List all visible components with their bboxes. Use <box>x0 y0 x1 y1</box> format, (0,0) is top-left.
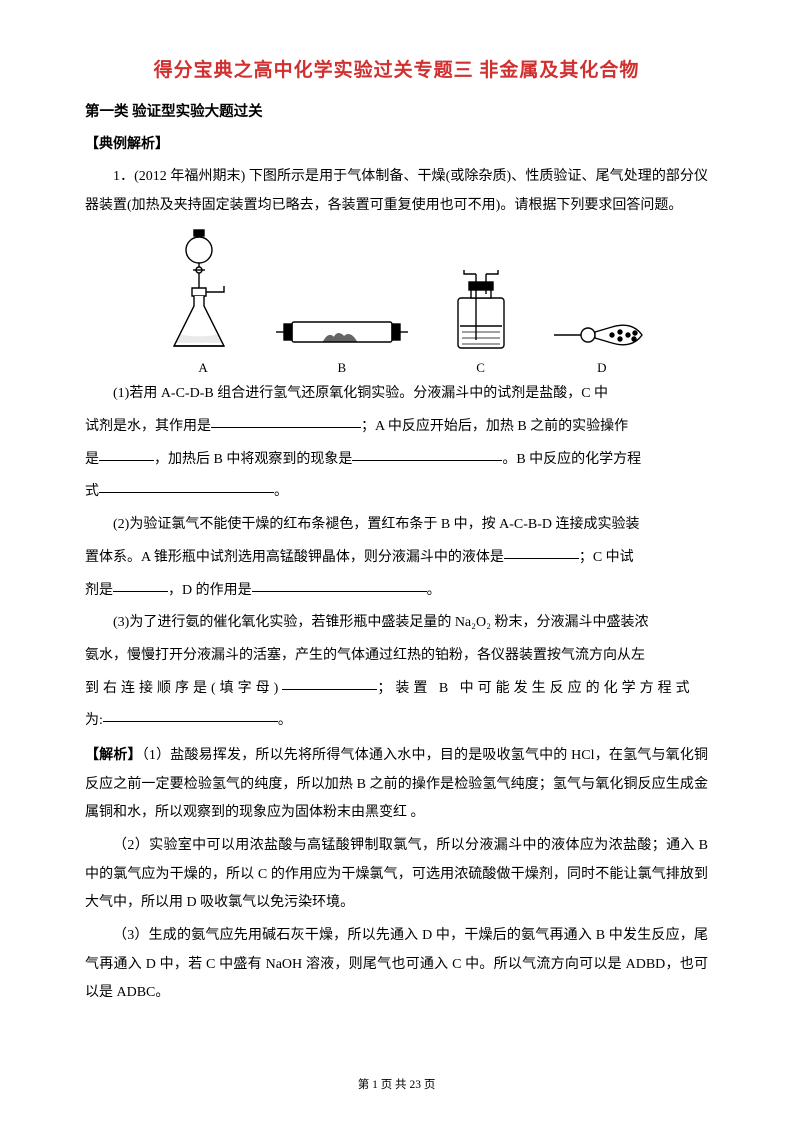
q1-2-a: (2)为验证氯气不能使干燥的红布条褪色，置红布条于 B 中，按 A-C-B-D … <box>113 517 640 532</box>
ans-label: 【解析】 <box>85 748 142 763</box>
figure-A: A <box>158 228 248 376</box>
q1-2-line3: 剂是 ，D 的作用是 。 <box>85 577 708 606</box>
q1-3-a: (3)为了进行氨的催化氧化实验，若锥形瓶中盛装足量的 Na₂O₂ 粉末，分液漏斗… <box>113 615 649 630</box>
blank <box>103 709 278 723</box>
q1-2-line1: (2)为验证氯气不能使干燥的红布条褪色，置红布条于 B 中，按 A-C-B-D … <box>85 511 708 540</box>
q1-3-e: 为: <box>85 713 103 728</box>
blank <box>211 414 361 428</box>
footer-e: 页 <box>421 1079 435 1091</box>
figure-row: A B <box>145 228 665 376</box>
answer-2: （2）实验室中可以用浓盐酸与高锰酸钾制取氯气，所以分液漏斗中的液体应为浓盐酸；通… <box>85 832 708 918</box>
figure-C: C <box>436 268 526 376</box>
section-label: 【典例解析】 <box>85 133 708 153</box>
q1-3-line1: (3)为了进行氨的催化氧化实验，若锥形瓶中盛装足量的 Na₂O₂ 粉末，分液漏斗… <box>85 609 708 638</box>
q1-3-line3: 到右连接顺序是(填字母) ；装置 B 中可能发生反应的化学方程式 <box>85 675 708 704</box>
q1-3-b: 氨水，慢慢打开分液漏斗的活塞，产生的气体通过红热的铂粉，各仪器装置按气流方向从左 <box>85 648 645 663</box>
answer-1: 【解析】（1）盐酸易挥发，所以先将所得气体通入水中，目的是吸收氢气中的 HCl，… <box>85 742 708 828</box>
footer-total: 23 <box>409 1079 421 1091</box>
blank <box>282 676 377 690</box>
label-C: C <box>476 360 485 375</box>
q1-3-line2: 氨水，慢慢打开分液漏斗的活塞，产生的气体通过红热的铂粉，各仪器装置按气流方向从左 <box>85 642 708 671</box>
q1-1-f: 。B 中反应的化学方程 <box>502 452 641 467</box>
apparatus-d-icon <box>552 313 652 358</box>
q1-3-d: ；装置 B 中可能发生反应的化学方程式 <box>377 681 693 696</box>
blank <box>99 447 154 461</box>
apparatus-a-icon <box>158 228 248 358</box>
q1-1-a: (1)若用 A-C-D-B 组合进行氢气还原氧化铜实验。分液漏斗中的试剂是盐酸，… <box>113 386 608 401</box>
q1-2-d: 剂是 <box>85 583 113 598</box>
footer-a: 第 <box>358 1079 372 1091</box>
subtitle: 第一类 验证型实验大题过关 <box>85 100 708 121</box>
q1-1-e: ，加热后 B 中将观察到的现象是 <box>154 452 352 467</box>
q1-1-line4: 式。 <box>85 478 708 507</box>
blank <box>504 545 579 559</box>
q1-1-d: 是 <box>85 452 99 467</box>
blank <box>252 578 427 592</box>
apparatus-c-icon <box>436 268 526 358</box>
blank <box>352 447 502 461</box>
q1-1-c: ；A 中反应开始后，加热 B 之前的实验操作 <box>361 419 628 434</box>
q1-1-g: 式 <box>85 484 99 499</box>
q1-1-h: 。 <box>274 484 288 499</box>
label-B: B <box>338 360 347 375</box>
ans1-text: （1）盐酸易挥发，所以先将所得气体通入水中，目的是吸收氢气中的 HCl，在氢气与… <box>85 748 708 820</box>
q1-3-c: 到右连接顺序是(填字母) <box>85 681 282 696</box>
blank <box>99 480 274 494</box>
answer-3: （3）生成的氨气应先用碱石灰干燥，所以先通入 D 中，干燥后的氨气再通入 B 中… <box>85 922 708 1008</box>
label-A: A <box>198 360 207 375</box>
q1-3-f: 。 <box>278 713 292 728</box>
q1-3-line4: 为: 。 <box>85 707 708 736</box>
figure-D: D <box>552 313 652 376</box>
title-text: 得分宝典之高中化学实验过关专题三 非金属及其化合物 <box>154 60 640 81</box>
q1-2-f: 。 <box>427 583 441 598</box>
q1-2-b: 置体系。A 锥形瓶中试剂选用高锰酸钾晶体，则分液漏斗中的液体是 <box>85 550 504 565</box>
page-title: 得分宝典之高中化学实验过关专题三 非金属及其化合物 <box>85 55 708 82</box>
footer-c: 页 共 <box>378 1079 410 1091</box>
figure-B: B <box>274 308 409 376</box>
blank <box>113 578 168 592</box>
q1-2-e: ，D 的作用是 <box>168 583 252 598</box>
q1-1-line2: 试剂是水，其作用是 ；A 中反应开始后，加热 B 之前的实验操作 <box>85 413 708 442</box>
q1-2-c: ；C 中试 <box>579 550 634 565</box>
q1-1-line3: 是 ，加热后 B 中将观察到的现象是 。B 中反应的化学方程 <box>85 446 708 475</box>
q1-2-line2: 置体系。A 锥形瓶中试剂选用高锰酸钾晶体，则分液漏斗中的液体是 ；C 中试 <box>85 544 708 573</box>
page-footer: 第 1 页 共 23 页 <box>0 1076 793 1092</box>
q1-1-b: 试剂是水，其作用是 <box>85 419 211 434</box>
label-D: D <box>597 360 606 375</box>
q1-1-line1: (1)若用 A-C-D-B 组合进行氢气还原氧化铜实验。分液漏斗中的试剂是盐酸，… <box>85 380 708 409</box>
apparatus-b-icon <box>274 308 409 358</box>
q1-intro: 1．(2012 年福州期末) 下图所示是用于气体制备、干燥(或除杂质)、性质验证… <box>85 163 708 220</box>
